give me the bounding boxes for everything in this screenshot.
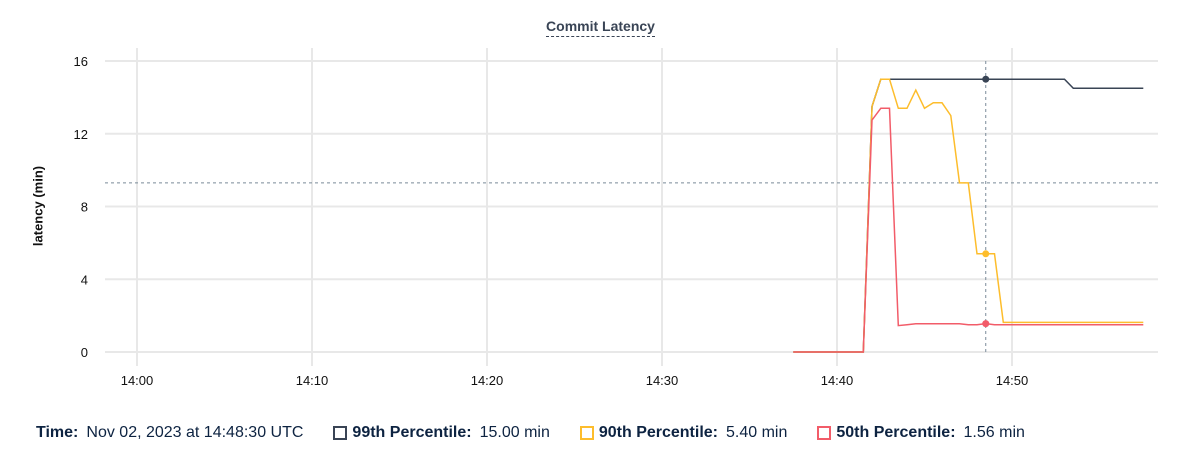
x-tick-label: 14:00	[121, 373, 154, 388]
hover-point-0	[982, 75, 990, 83]
hover-point-1	[982, 250, 990, 258]
legend-item-99th[interactable]: 99th Percentile: 15.00 min	[333, 424, 550, 442]
legend-value: 15.00 min	[479, 424, 550, 441]
legend-label: 90th Percentile:	[598, 424, 718, 441]
x-tick-label: 14:40	[821, 373, 854, 388]
legend-label: 99th Percentile:	[352, 424, 472, 441]
series-line-2	[793, 107, 1144, 353]
x-tick-label: 14:20	[471, 373, 504, 388]
legend-item-50th[interactable]: 50th Percentile: 1.56 min	[817, 424, 1025, 442]
legend-value: 5.40 min	[726, 424, 788, 441]
y-tick-label: 16	[74, 54, 88, 69]
x-tick-label: 14:10	[296, 373, 329, 388]
time-label: Time:	[36, 424, 79, 441]
series-line-0	[793, 78, 1144, 353]
y-tick-label: 4	[81, 272, 88, 287]
hover-point-2	[982, 320, 990, 328]
legend-swatch	[579, 426, 594, 440]
legend: Time: Nov 02, 2023 at 14:48:30 UTC 99th …	[36, 424, 1025, 442]
y-tick-label: 8	[81, 200, 88, 215]
series-line-1	[793, 78, 1144, 353]
legend-label: 50th Percentile:	[836, 424, 956, 441]
plot-area[interactable]: 14:00 14:10 14:20 14:30 14:40 14:50 0 4 8 12 16	[0, 0, 1201, 410]
legend-swatch	[333, 426, 348, 440]
legend-value: 1.56 min	[963, 424, 1025, 441]
time-value: Nov 02, 2023 at 14:48:30 UTC	[86, 424, 304, 441]
legend-swatch	[817, 426, 832, 440]
x-tick-label: 14:50	[996, 373, 1029, 388]
legend-item-90th[interactable]: 90th Percentile: 5.40 min	[579, 424, 788, 442]
chart-title[interactable]: Commit Latency	[0, 18, 1201, 37]
y-tick-label: 12	[74, 127, 88, 142]
x-tick-label: 14:30	[646, 373, 679, 388]
y-tick-label: 0	[81, 345, 88, 360]
